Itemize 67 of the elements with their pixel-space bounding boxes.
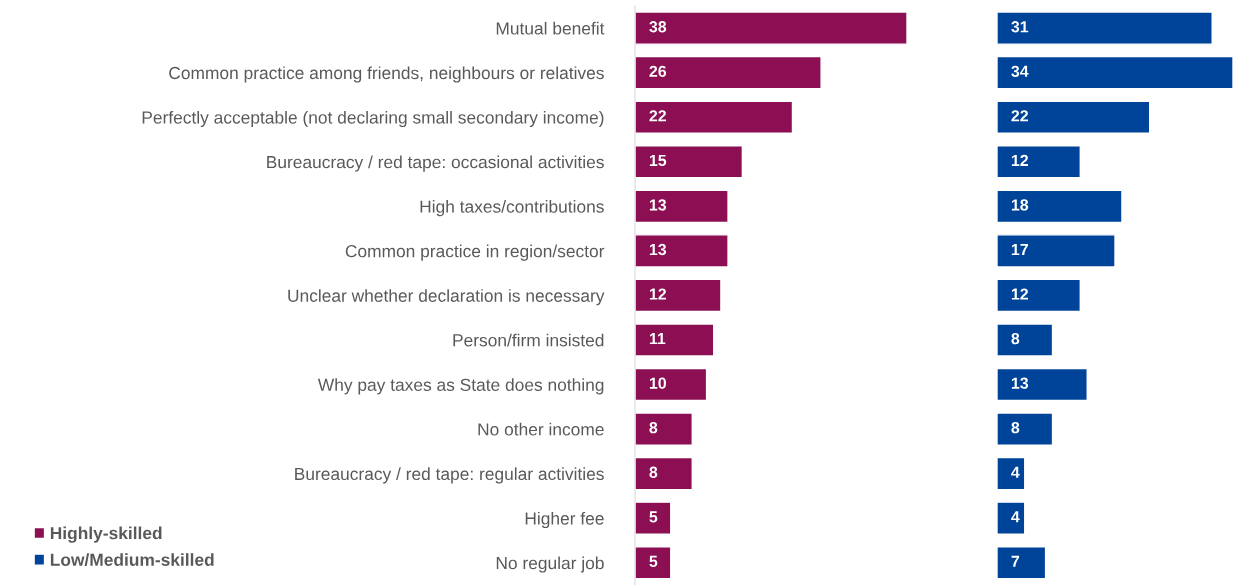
bar — [635, 545, 672, 580]
bar — [635, 456, 693, 491]
y-tick-label: Higher fee — [525, 511, 604, 529]
data-label: 18 — [1011, 199, 1029, 211]
data-label: 12 — [1011, 154, 1029, 166]
data-label: 10 — [649, 377, 666, 389]
bar — [635, 367, 708, 402]
bar — [997, 456, 1026, 491]
data-label: 8 — [649, 466, 658, 478]
data-label: 22 — [649, 110, 667, 122]
bar — [997, 278, 1081, 313]
bar — [635, 501, 672, 535]
data-label: 31 — [1011, 21, 1029, 33]
y-tick-label: No other income — [478, 422, 604, 436]
bar — [635, 11, 907, 45]
data-label: 5 — [649, 555, 658, 568]
bar — [997, 234, 1116, 268]
bar — [635, 234, 729, 268]
data-label: 4 — [1011, 511, 1020, 523]
bar — [635, 189, 729, 224]
data-label: 38 — [649, 21, 667, 33]
y-tick-label: Perfectly acceptable (not declaring small secondary income) — [142, 110, 604, 128]
bar — [635, 278, 722, 313]
bar — [997, 189, 1123, 224]
y-tick-label: Bureaucracy / red tape: regular activities — [295, 467, 604, 484]
bar — [635, 100, 794, 134]
data-label: 12 — [649, 288, 667, 300]
y-tick-label: Why pay taxes as State does nothing — [317, 378, 604, 395]
data-label: 34 — [1011, 65, 1029, 77]
bar — [997, 323, 1054, 357]
data-label: 8 — [649, 422, 658, 434]
y-tick-label: Person/firm insisted — [453, 333, 604, 347]
data-label: 5 — [649, 511, 658, 523]
bar — [635, 55, 822, 90]
bar — [997, 145, 1081, 179]
data-label: 13 — [1011, 377, 1029, 389]
data-label: 4 — [1011, 466, 1020, 478]
bar — [997, 501, 1026, 535]
data-label: 13 — [649, 199, 667, 211]
data-label: 15 — [649, 154, 667, 167]
data-label: 8 — [1011, 422, 1020, 434]
bar — [635, 412, 693, 446]
bar — [997, 55, 1233, 90]
y-tick-label: No regular job — [496, 556, 604, 573]
data-label: 26 — [649, 65, 667, 77]
bar — [997, 11, 1213, 45]
data-label: 22 — [1011, 110, 1029, 122]
y-tick-label: High taxes/contributions — [420, 200, 604, 217]
legend-label: Highly-skilled — [50, 526, 162, 543]
y-tick-label: Unclear whether declaration is necessary — [288, 289, 605, 306]
bar — [997, 545, 1047, 580]
data-label: 12 — [1011, 288, 1029, 300]
bar — [997, 367, 1088, 402]
data-label: 8 — [1011, 332, 1020, 345]
data-label: 13 — [649, 243, 667, 256]
data-label: 7 — [1011, 555, 1020, 567]
data-label: 17 — [1011, 244, 1028, 256]
bar — [997, 412, 1054, 446]
bar — [635, 323, 715, 357]
legend-label: Low/Medium-skilled — [50, 553, 214, 567]
y-tick-label: Common practice among friends, neighbours or relatives — [169, 66, 604, 83]
bar — [635, 145, 744, 179]
bar — [997, 100, 1151, 134]
data-label: 11 — [649, 333, 666, 345]
y-tick-label: Common practice in region/sector — [345, 244, 605, 261]
y-tick-label: Bureaucracy / red tape: occasional activities — [267, 155, 604, 172]
y-tick-label: Mutual benefit — [496, 21, 605, 35]
